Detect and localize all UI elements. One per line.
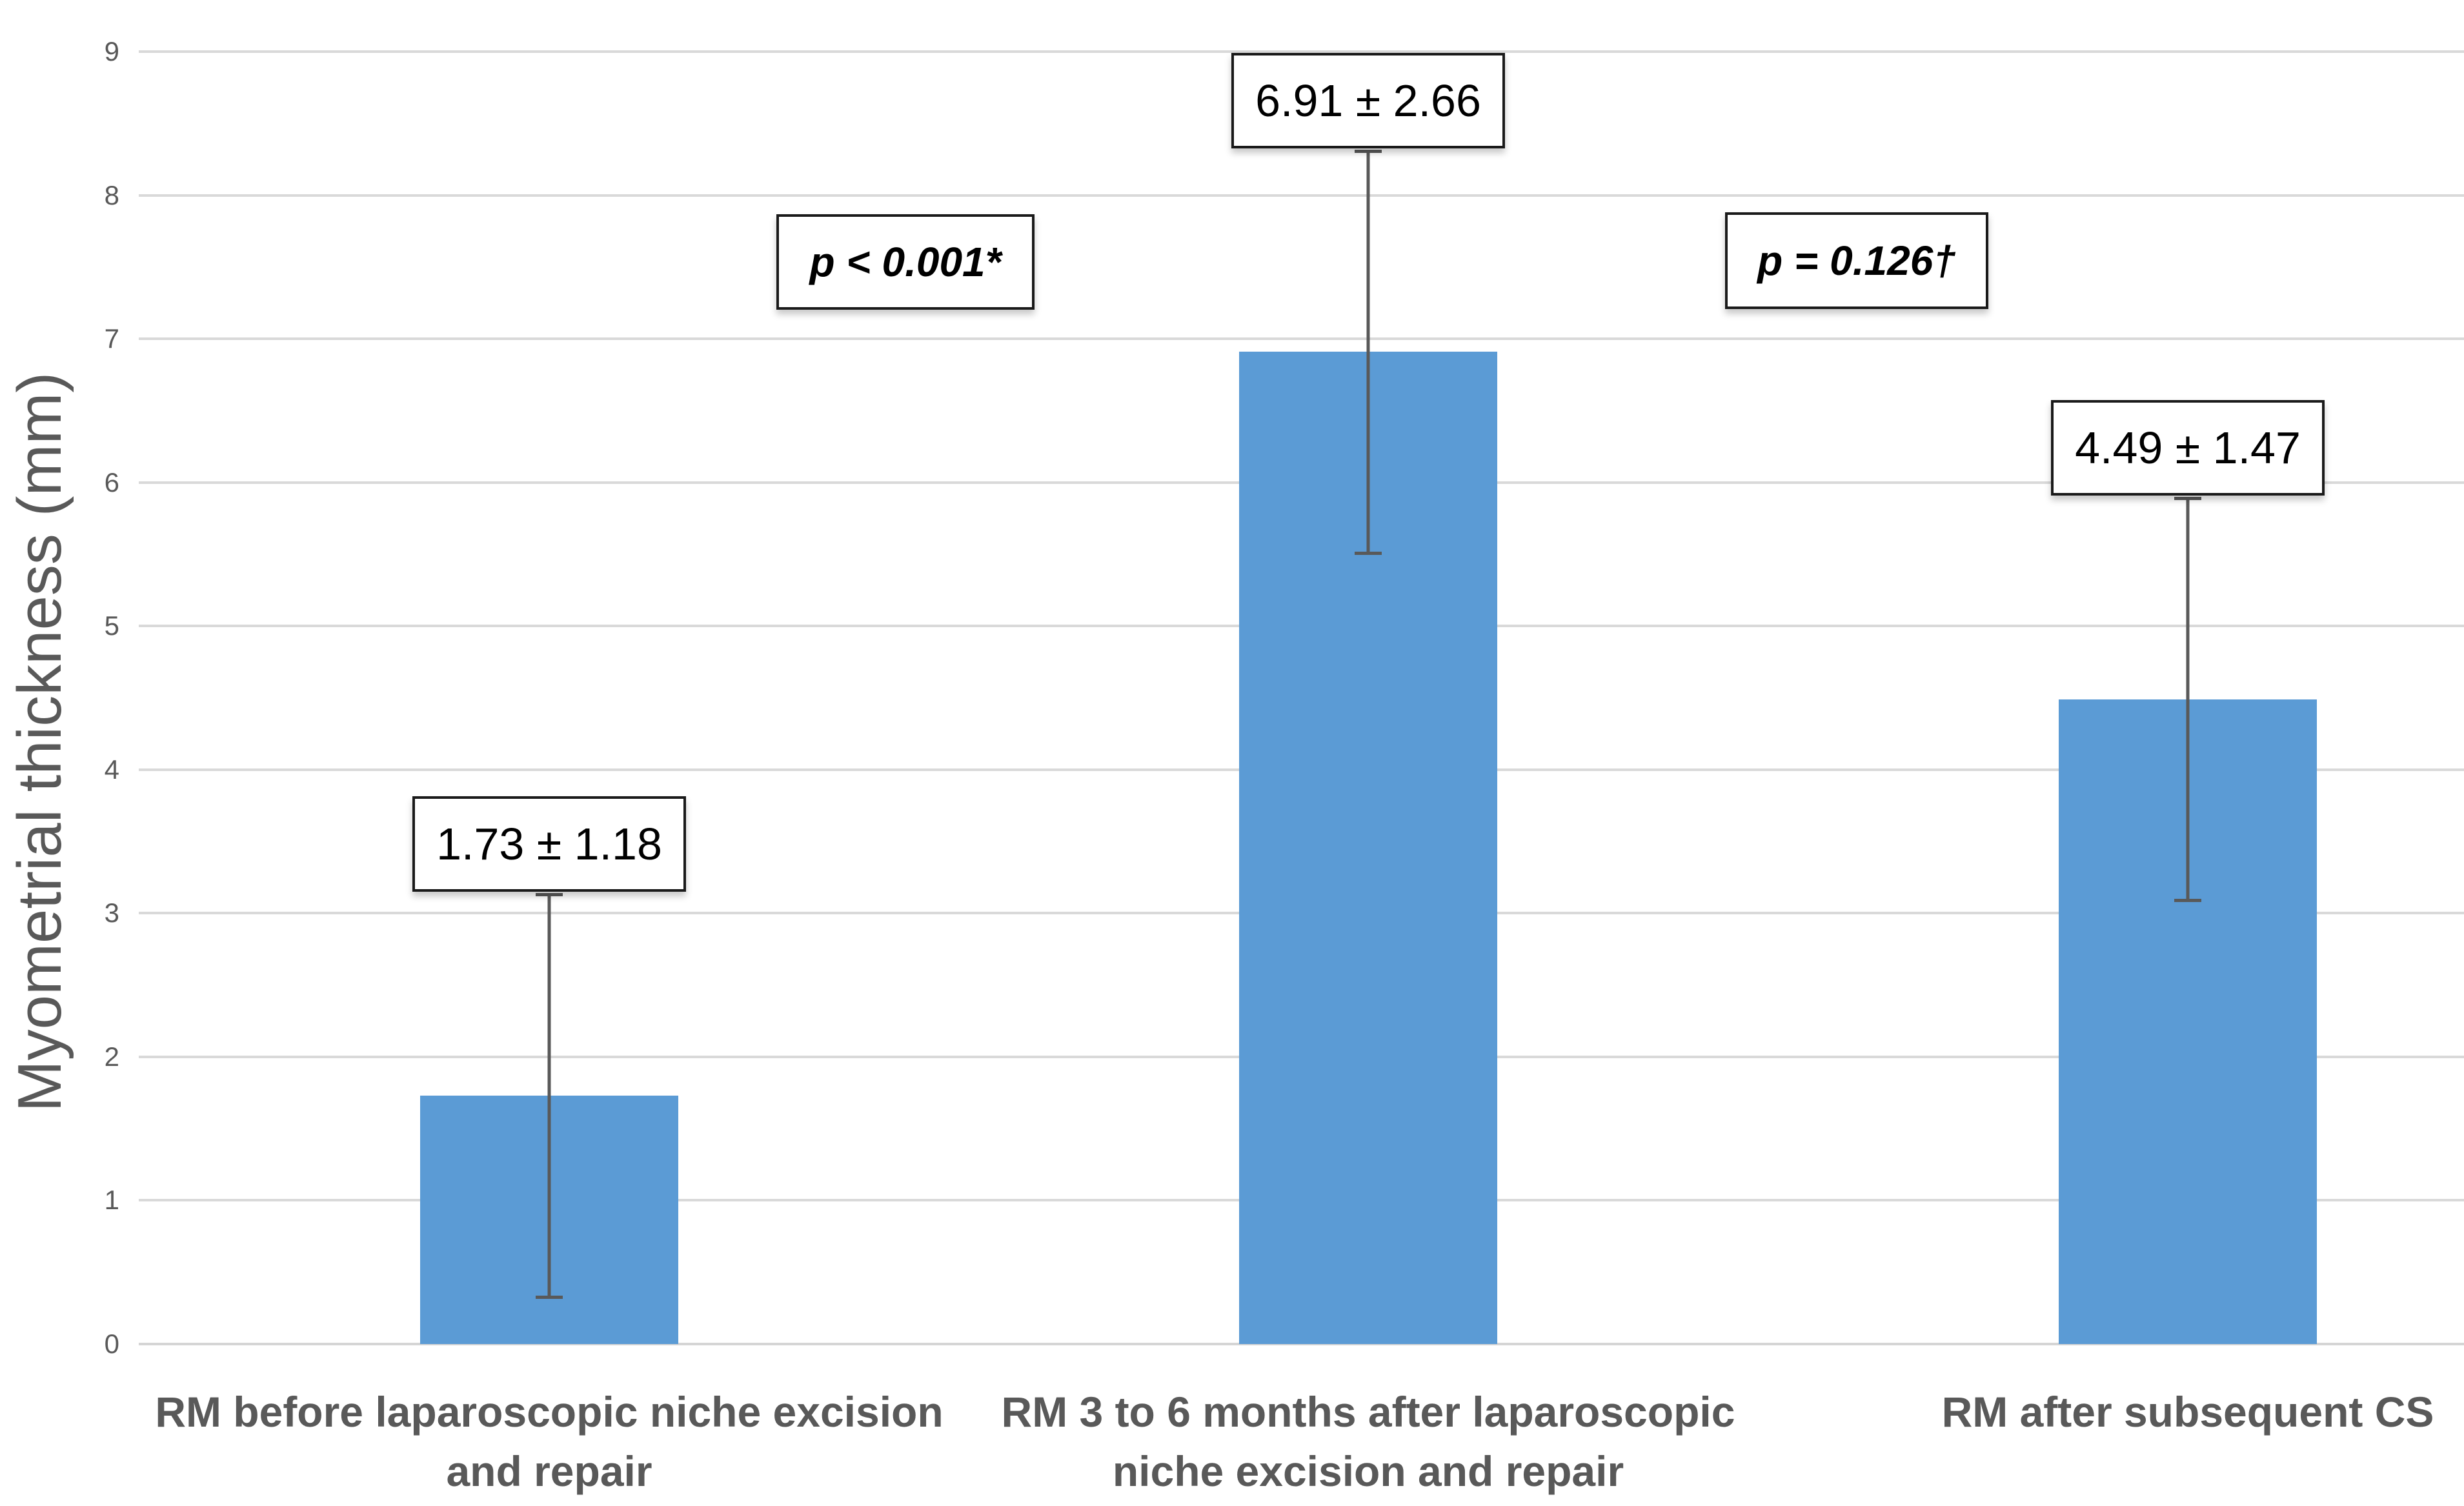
error-bar-bottom-cap [536, 1295, 563, 1299]
y-tick-label: 4 [104, 754, 119, 785]
y-tick-label: 7 [104, 323, 119, 354]
error-bar-bottom-cap [2174, 899, 2201, 903]
y-tick-label: 1 [104, 1185, 119, 1216]
category-label: RM after subsequent CS [1941, 1388, 2434, 1436]
error-bar [1366, 150, 1370, 553]
gridline [139, 50, 2464, 53]
error-bar [547, 894, 551, 1297]
gridline [139, 337, 2464, 341]
y-tick-label: 0 [104, 1329, 119, 1359]
y-tick-label: 8 [104, 179, 119, 210]
error-bar [2186, 498, 2190, 901]
error-bar-bottom-cap [1355, 551, 1382, 555]
y-tick-label: 2 [104, 1041, 119, 1072]
value-label-box: 1.73 ± 1.18 [412, 796, 686, 892]
x-axis-line [139, 1343, 2464, 1345]
y-tick-label: 6 [104, 467, 119, 497]
error-bar-top-cap [536, 893, 563, 897]
error-bar-top-cap [2174, 497, 2201, 501]
error-bar-top-cap [1355, 149, 1382, 153]
value-label-box: 4.49 ± 1.47 [2051, 400, 2325, 496]
y-tick-label: 3 [104, 898, 119, 929]
y-tick-label: 9 [104, 36, 119, 66]
y-tick-label: 5 [104, 610, 119, 641]
category-label: RM before laparoscopic niche excision and… [155, 1388, 944, 1496]
gridline [139, 194, 2464, 197]
p-value-box: p = 0.126† [1725, 212, 1988, 309]
category-label: RM 3 to 6 months after laparoscopic niche… [1001, 1388, 1735, 1496]
p-value-box: p < 0.001* [776, 214, 1035, 310]
value-label-box: 6.91 ± 2.66 [1231, 52, 1505, 148]
